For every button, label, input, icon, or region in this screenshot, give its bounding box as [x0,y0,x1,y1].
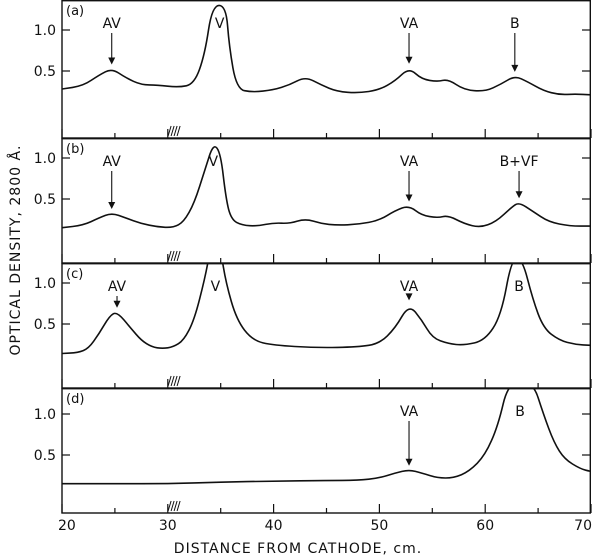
panel-1: 0.5 1.0 (a) AV V VA B [34,0,592,139]
y-tick-label: 0.5 [34,64,56,80]
peak-label-va: VA [400,279,419,295]
peak-arrowhead [405,293,413,301]
hatch-mark [170,375,175,387]
peak-label-va: VA [400,16,419,32]
x-tick-label: 20 [58,518,76,534]
peak-arrowhead [108,201,116,209]
panel-label: (d) [66,392,84,407]
y-axis-title: OPTICAL DENSITY, 2800 Å. [7,145,24,356]
y-tick-label: 1.0 [34,276,56,292]
hatch-mark [167,375,172,387]
trace-3 [62,264,591,355]
peak-arrowhead [405,194,413,202]
panel-4: 0.5 1.0 (d) VA B 20 30 40 50 60 70 [34,388,592,534]
hatch-mark [167,250,172,262]
hatch-mark [176,125,181,137]
peak-label-b: B [510,16,520,32]
peak-arrowhead [405,56,413,64]
hatch-mark [170,125,175,137]
y-tick-label: 1.0 [34,23,56,39]
panel-2: 0.5 1.0 (b) AV V VA B+VF [34,137,592,264]
y-tick-label: 0.5 [34,192,56,208]
panel-label: (b) [66,142,84,157]
trace-4 [62,389,591,485]
trace-2 [62,146,591,229]
x-tick-label: 60 [476,518,494,534]
peak-label-v: V [209,154,219,170]
peak-label-va: VA [400,154,419,170]
y-tick-label: 0.5 [34,448,56,464]
peak-arrowhead [511,64,519,72]
hatch-mark [173,125,178,137]
panel-frame [61,388,591,514]
hatch-mark [170,500,175,512]
hatch-mark [176,250,181,262]
peak-label-va: VA [400,404,419,420]
panel-frame [61,263,591,389]
hatch-mark [173,250,178,262]
peak-arrowhead [405,458,413,466]
hatch-mark [167,125,172,137]
peak-label-av: AV [108,279,127,295]
hatch-mark [173,375,178,387]
x-tick-label: 70 [574,518,592,534]
panel-3: 0.5 1.0 (c) AV V VA B [34,263,592,389]
panel-label: (a) [66,4,84,19]
y-tick-label: 0.5 [34,317,56,333]
peak-label-b: B [514,279,524,295]
peak-arrowhead [113,300,121,308]
x-tick-label: 40 [265,518,283,534]
y-tick-label: 1.0 [34,151,56,167]
panel-label: (c) [66,267,83,282]
x-axis-title: DISTANCE FROM CATHODE, cm. [174,541,422,557]
peak-arrowhead [515,191,523,199]
hatch-mark [173,500,178,512]
hatch-mark [176,375,181,387]
hatch-mark [167,500,172,512]
y-tick-label: 1.0 [34,407,56,423]
peak-label-v: V [211,279,221,295]
peak-label-av: AV [103,154,122,170]
peak-label-av: AV [103,16,122,32]
peak-arrowhead [108,57,116,65]
peak-label-v: V [215,16,225,32]
trace-1 [62,4,591,96]
hatch-mark [176,500,181,512]
panels: 0.5 1.0 (a) AV V VA B 0.5 1.0 (b) AV V VA B+VF 0.5 1.0 (… [34,0,592,534]
peak-label-b: B [515,404,525,420]
peak-label-b-vf: B+VF [500,154,539,170]
x-tick-label: 50 [370,518,388,534]
x-tick-label: 30 [159,518,177,534]
hatch-mark [170,250,175,262]
